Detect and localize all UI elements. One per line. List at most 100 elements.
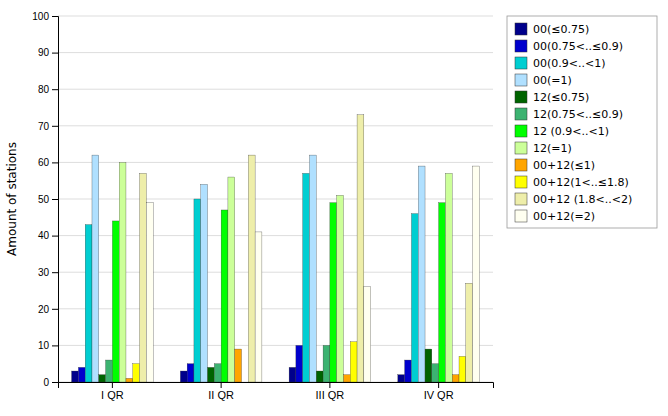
legend-label: 12(0.75<..≤0.9) [533,108,623,121]
legend-swatch [515,159,527,171]
legend-label: 00(=1) [533,74,572,87]
y-tick: 80 [38,84,58,95]
bar [248,155,255,382]
y-tick: 0 [43,377,58,388]
bar [119,162,126,382]
y-tick-mark [52,53,58,54]
legend-label: 12(=1) [533,142,572,155]
legend-label: 12(≤0.75) [533,91,589,104]
bar [425,349,432,382]
legend-swatch [515,125,527,137]
y-tick: 90 [38,47,58,58]
bar [106,360,113,382]
legend-item: 00+12(1<..≤1.8) [515,176,629,189]
y-tick-label: 30 [38,267,50,278]
bar [337,195,344,382]
bar [255,232,262,382]
x-tick-label: II QR [208,389,234,401]
bar [296,345,303,382]
y-tick-label: 50 [38,194,50,205]
legend-item: 12(0.75<..≤0.9) [515,108,623,121]
legend-item: 12(≤0.75) [515,91,589,104]
bar [235,349,242,382]
legend-swatch [515,108,527,120]
bar [221,210,228,382]
bar [418,166,425,382]
grid-line [58,89,493,90]
bar [439,203,446,382]
y-tick-label: 90 [38,47,50,58]
y-axis-line [52,17,59,383]
bar [242,382,249,383]
bar [309,155,316,382]
y-tick-label: 70 [38,121,50,132]
legend-swatch [515,74,527,86]
x-tick-mark [112,382,113,388]
y-tick-label: 60 [38,157,50,168]
y-tick: 20 [38,304,58,315]
x-tick: II QR [208,382,234,401]
grid-line [58,16,493,17]
legend-item: 00+12(=2) [515,210,595,223]
bar [208,367,215,382]
legend-swatch [515,23,527,35]
legend-frame [507,16,657,228]
y-tick: 70 [38,121,58,132]
bar-series [140,115,473,382]
y-tick-label: 10 [38,340,50,351]
bar [473,166,480,382]
bar-series [133,342,466,382]
legend-label: 00(≤0.75) [533,23,589,36]
legend-label: 12 (0.9<..<1) [533,125,609,138]
y-axis: 0 10 20 30 40 50 60 70 80 90 100 [32,11,58,388]
x-tick-mark [438,382,439,388]
bar [201,184,208,382]
legend-label: 00+12(≤1) [533,159,595,172]
bar-series [119,162,452,382]
y-tick-mark [52,272,58,273]
bar [316,371,323,382]
legend-item: 00(≤0.75) [515,23,589,36]
grid-line [58,125,493,126]
y-tick-label: 40 [38,230,50,241]
x-tick: I QR [101,382,124,401]
bar-series [106,345,439,382]
legend-label: 00(0.75<..≤0.9) [533,40,623,53]
bar [343,375,350,382]
bar [180,371,187,382]
legend-swatch [515,57,527,69]
bar [330,203,337,382]
bar [194,199,201,382]
bar [289,367,296,382]
y-tick-mark [52,345,58,346]
grid-line [58,52,493,53]
bar-series [126,349,459,382]
bar [364,287,371,382]
y-tick: 30 [38,267,58,278]
legend-item: 00(0.75<..≤0.9) [515,40,623,53]
bar [350,342,357,382]
legend-swatch [515,40,527,52]
bar [112,221,119,382]
bar-series [92,155,425,382]
x-tick: III QR [316,382,345,401]
legend: 00(≤0.75) 00(0.75<..≤0.9) 00(0.9<..<1) 00(=… [507,16,657,228]
y-tick-label: 20 [38,304,50,315]
bar [140,173,147,382]
bar [466,283,473,382]
bar [411,214,418,382]
legend-swatch [515,193,527,205]
y-tick: 100 [32,11,58,22]
legend-item: 00+12 (1.8<..<2) [515,193,632,206]
bar [187,364,194,382]
legend-item: 00(0.9<..<1) [515,57,606,70]
y-tick-mark [52,16,58,17]
bar-series [112,203,445,382]
bar [72,371,79,382]
bar [303,173,310,382]
y-tick: 10 [38,340,58,351]
y-tick-label: 0 [43,377,49,388]
bar [99,375,106,382]
y-tick: 40 [38,230,58,241]
y-tick-mark [52,382,58,383]
